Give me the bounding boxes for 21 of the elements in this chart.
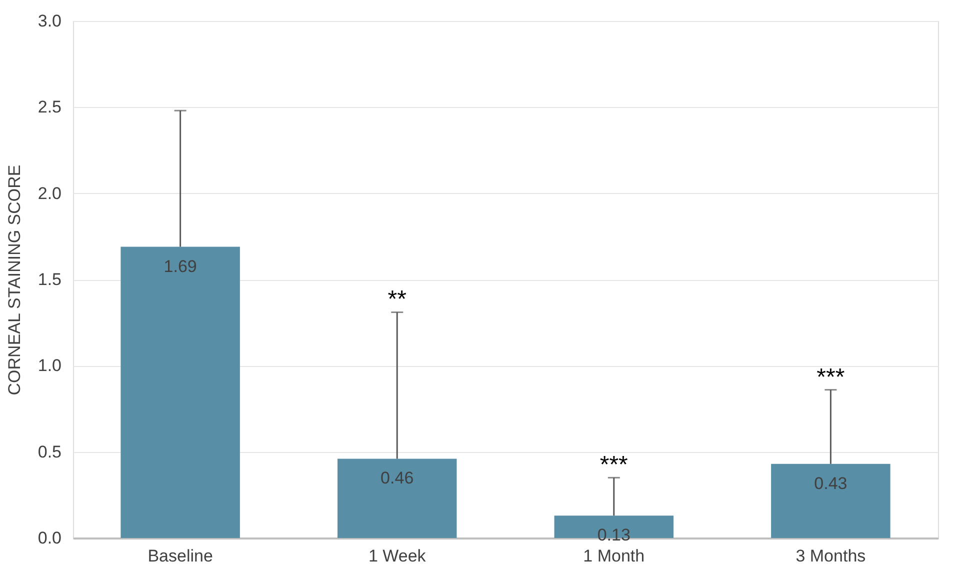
y-tick-label: 0.5 xyxy=(38,442,62,462)
y-tick-label: 1.5 xyxy=(38,270,62,289)
data-label: 0.46 xyxy=(380,468,414,488)
data-label: 0.43 xyxy=(814,474,848,493)
annotation: *** xyxy=(816,364,845,391)
bar xyxy=(771,464,890,538)
data-label: 1.69 xyxy=(164,256,197,276)
annotation: ** xyxy=(388,286,406,314)
annotation: *** xyxy=(600,452,628,479)
y-tick-label: 2.0 xyxy=(38,184,62,203)
x-tick-label: 1 Week xyxy=(368,546,426,566)
x-tick-label: Baseline xyxy=(148,546,213,566)
bar xyxy=(337,458,457,538)
y-axis-title: CORNEAL STAINING SCORE xyxy=(4,164,24,396)
y-tick-label: 3.0 xyxy=(38,12,62,30)
x-tick-label: 3 Months xyxy=(796,546,866,566)
bar xyxy=(120,246,240,538)
y-tick-label: 0.0 xyxy=(38,528,62,548)
y-tick-label: 2.5 xyxy=(38,98,62,117)
x-tick-label: 1 Month xyxy=(583,546,645,566)
y-tick-label: 1.0 xyxy=(38,356,62,376)
